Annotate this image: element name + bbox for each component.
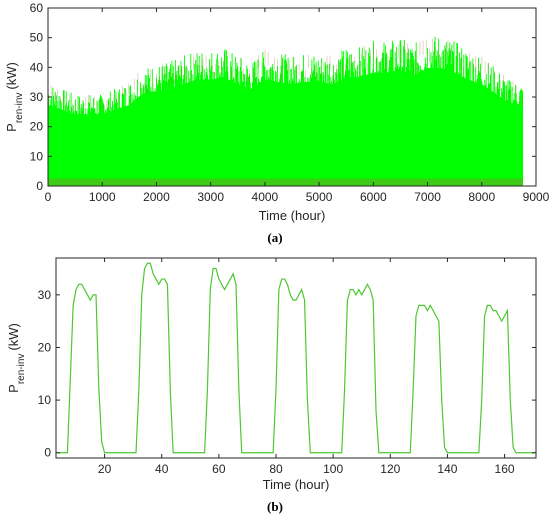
chart-a-xtick-label: 1000: [89, 190, 116, 204]
chart-a-xtick-label: 5000: [306, 190, 333, 204]
chart-a-ytick-label: 0: [36, 179, 43, 193]
chart-a-ylabel: Pren-inv(kW): [4, 62, 25, 132]
chart-a-x-ticks: 0 1000 2000 3000 4000 5000 6000 7000 8000 9000: [45, 8, 550, 204]
chart-b-xtick-label: 120: [380, 462, 400, 476]
chart-a-y-ticks: 0 10 20 30 40 50 60: [30, 1, 536, 193]
chart-b-ytick-label: 0: [44, 446, 51, 460]
chart-b-ylabel: Pren-inv(kW): [6, 323, 27, 393]
chart-b-xtick-label: 140: [437, 462, 457, 476]
chart-b-ytick-label: 10: [38, 393, 52, 407]
chart-b-xtick-label: 60: [212, 462, 226, 476]
chart-b-xtick-label: 40: [155, 462, 169, 476]
chart-b: 20 40 60 80 100 120 140 160 0 10 20 30 Time (hour)…: [6, 257, 537, 514]
chart-a-ytick-label: 40: [30, 60, 44, 74]
chart-a: 0 1000 2000 3000 4000 5000 6000 7000 8000 9000 0 1…: [4, 1, 550, 245]
chart-a-xtick-label: 9000: [523, 190, 550, 204]
chart-a-xtick-label: 4000: [252, 190, 279, 204]
chart-a-panel-label: (a): [267, 230, 282, 245]
chart-a-ytick-label: 60: [30, 1, 44, 15]
chart-a-xtick-label: 6000: [360, 190, 387, 204]
chart-b-y-ticks: 0 10 20 30: [38, 288, 536, 460]
chart-b-plot-area: [55, 257, 537, 459]
chart-b-x-ticks: 20 40 60 80 100 120 140 160: [98, 258, 515, 476]
chart-a-ytick-label: 50: [30, 31, 44, 45]
chart-b-xtick-label: 20: [98, 462, 112, 476]
chart-a-xtick-label: 2000: [143, 190, 170, 204]
chart-b-panel-label: (b): [267, 499, 283, 514]
chart-b-xtick-label: 80: [269, 462, 283, 476]
chart-a-xtick-label: 0: [45, 190, 52, 204]
chart-a-ytick-label: 30: [30, 90, 44, 104]
chart-a-xtick-label: 7000: [414, 190, 441, 204]
chart-b-xtick-label: 100: [323, 462, 343, 476]
chart-b-series-line: [56, 262, 536, 454]
chart-a-xlabel: Time (hour): [259, 208, 326, 223]
chart-b-xtick-label: 160: [495, 462, 515, 476]
chart-a-xtick-label: 8000: [468, 190, 495, 204]
chart-a-xtick-label: 3000: [197, 190, 224, 204]
chart-a-ytick-label: 20: [30, 120, 44, 134]
chart-b-ytick-label: 20: [38, 340, 52, 354]
chart-a-low-band: [48, 178, 523, 186]
chart-b-ytick-label: 30: [38, 288, 52, 302]
chart-a-ytick-label: 10: [30, 149, 44, 163]
chart-b-xlabel: Time (hour): [263, 477, 330, 492]
